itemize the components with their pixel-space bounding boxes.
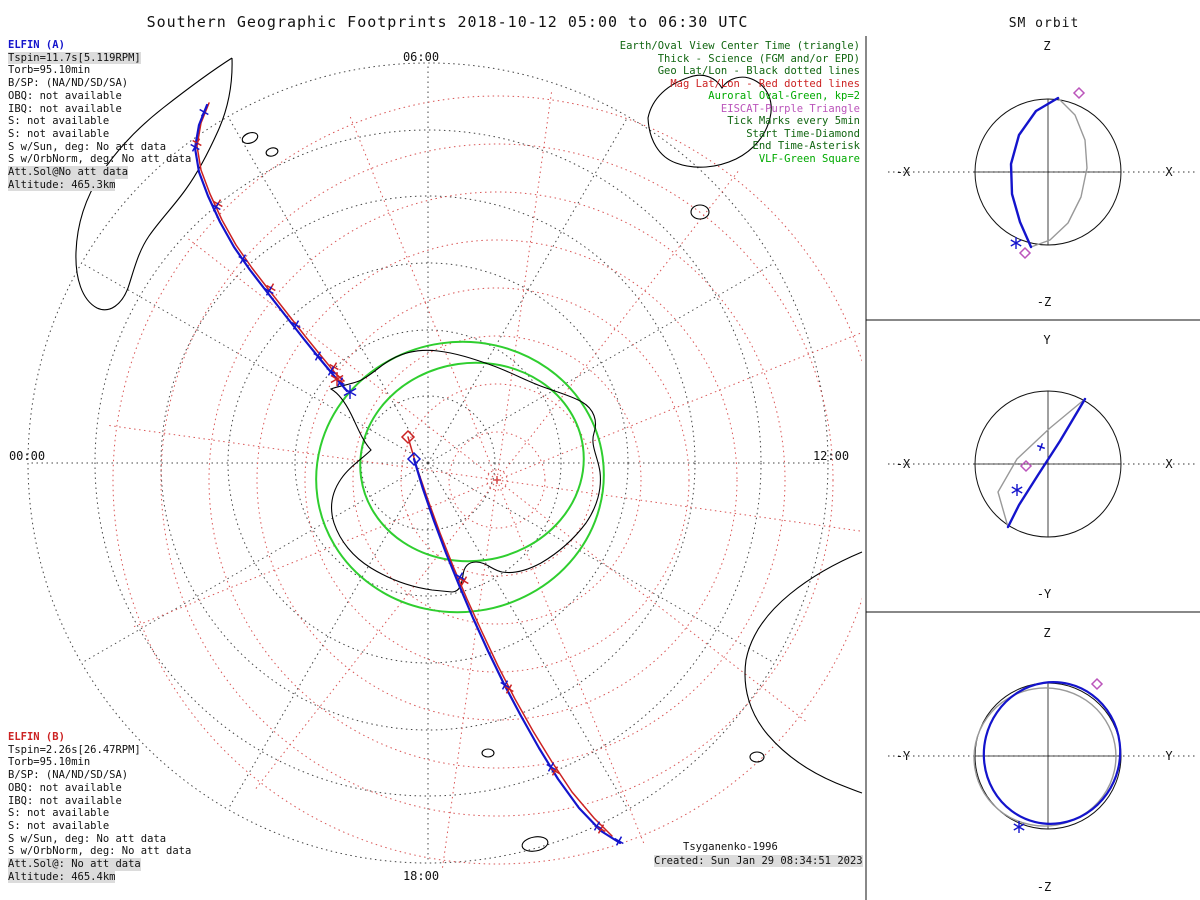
info-line: Att.Sol@: No att data	[8, 858, 141, 871]
elfin-a-info-block: ELFIN (A) Tspin=11.7s[5.119RPM] Torb=95.1…	[8, 39, 192, 192]
sm-panel2-axis-bottom: -Y	[1036, 587, 1052, 601]
info-line: Altitude: 465.3km	[8, 178, 116, 192]
sm-panel3-axis-top: Z	[1043, 626, 1051, 640]
island-bottom-2	[521, 836, 549, 852]
magnetic-grid	[107, 90, 862, 870]
legend-line: Mag Lat/Lon - Red dotted lines	[670, 77, 860, 90]
legend-line: Earth/Oval View Center Time (triangle)	[619, 40, 860, 52]
info-line: S w/Sun, deg: No att data	[8, 832, 167, 845]
created-timestamp: Created: Sun Jan 29 08:34:51 2023	[654, 855, 863, 867]
sm-panel2-axis-right: X	[1165, 457, 1173, 471]
legend-line: EISCAT-Purple Triangle	[720, 102, 860, 115]
island-falkland-1	[241, 132, 259, 144]
info-line: S w/OrbNorm, deg: No att data	[8, 845, 192, 858]
legend-line: Tick Marks every 5min	[727, 115, 860, 127]
info-line: OBQ: not available	[8, 781, 122, 794]
info-line: S: not available	[8, 807, 110, 820]
geographic-grid	[27, 62, 829, 864]
info-line: Torb=95.10min	[8, 64, 91, 77]
sm-panel2-axis-left: -X	[895, 457, 911, 471]
info-line: S w/Sun, deg: No att data	[8, 140, 167, 153]
info-line: B/SP: (NA/ND/SD/SA)	[8, 77, 129, 90]
legend-line: Start Time-Diamond	[746, 127, 860, 140]
clock-label-right: 12:00	[812, 449, 850, 463]
legend-line: VLF-Green Square	[758, 152, 860, 165]
info-line: Att.Sol@No att data	[8, 166, 129, 179]
page-title: Southern Geographic Footprints 2018-10-1…	[146, 13, 749, 31]
coastline-bottom-right	[744, 551, 863, 794]
info-line: Tspin=11.7s[5.119RPM]	[8, 51, 141, 65]
legend-line: Geo Lat/Lon - Black dotted lines	[657, 65, 860, 77]
clock-label-bottom: 18:00	[402, 869, 440, 883]
coastline-antarctica	[329, 349, 601, 593]
sm-panel1-axis-right: X	[1165, 165, 1173, 179]
info-line: Altitude: 465.4km	[8, 870, 116, 884]
island-tasmania	[690, 204, 710, 220]
legend-line: Auroral Oval-Green, kp=2	[708, 90, 860, 102]
info-line: OBQ: not available	[8, 89, 122, 102]
clock-label-left: 00:00	[8, 449, 46, 463]
clock-label-top: 06:00	[402, 50, 440, 64]
info-line: S: not available	[8, 115, 110, 128]
footprint-tracks	[190, 102, 624, 846]
info-line: Torb=95.10min	[8, 756, 91, 769]
sm-panel1-axis-bottom: -Z	[1036, 295, 1052, 309]
sm-orbit-title: SM orbit	[1008, 16, 1080, 31]
coastlines	[75, 57, 863, 852]
island-bottom-1	[481, 748, 495, 758]
elfin-a-label: ELFIN (A)	[8, 39, 65, 51]
info-line: S w/OrbNorm, deg: No att data	[8, 153, 192, 166]
panel-borders	[865, 36, 1200, 900]
info-line: B/SP: (NA/ND/SD/SA)	[8, 769, 129, 782]
coastline-australia	[647, 74, 772, 168]
sm-panel1-axis-top: Z	[1043, 39, 1051, 53]
info-line: IBQ: not available	[8, 102, 122, 115]
sm-panel1-axis-left: -X	[895, 165, 911, 179]
coastline-south-america	[75, 57, 233, 311]
sm-panel3-axis-bottom: -Z	[1036, 880, 1052, 894]
legend-line: Thick - Science (FGM and/or EPD)	[657, 52, 860, 65]
sm-panel2-axis-top: Y	[1043, 333, 1051, 347]
sm-panel3-axis-right: Y	[1165, 749, 1173, 763]
island-bottom-right	[749, 751, 765, 763]
sm-orbit-panels	[888, 86, 1196, 833]
model-label: Tsyganenko-1996	[683, 841, 778, 853]
elfin-b-info-block: ELFIN (B) Tspin=2.26s[26.47RPM] Torb=95.1…	[8, 731, 192, 884]
info-line: S: not available	[8, 819, 110, 832]
legend-line: End Time-Asterisk	[752, 140, 860, 152]
sm-panel3-axis-left: -Y	[895, 749, 911, 763]
info-line: S: not available	[8, 127, 110, 140]
map-legend: Earth/Oval View Center Time (triangle) Th…	[620, 40, 860, 165]
info-line: IBQ: not available	[8, 794, 122, 807]
elfin-b-label: ELFIN (B)	[8, 731, 65, 743]
info-line: Tspin=2.26s[26.47RPM]	[8, 743, 141, 756]
island-falkland-2	[265, 147, 279, 157]
auroral-oval-rings	[315, 340, 605, 614]
